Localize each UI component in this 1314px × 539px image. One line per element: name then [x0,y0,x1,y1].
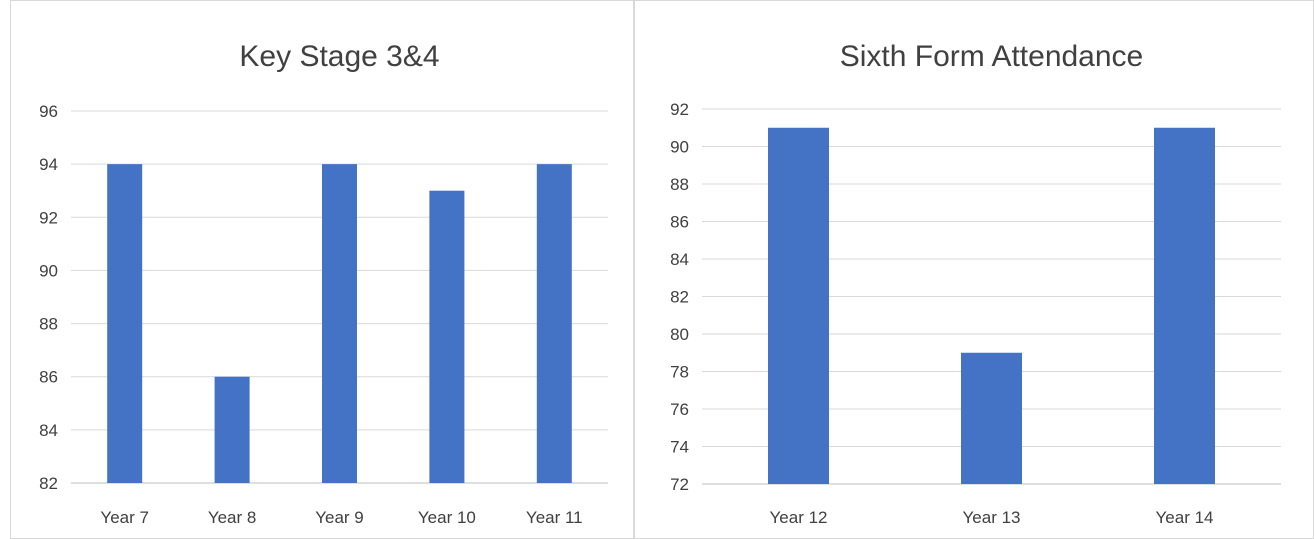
sixth-form-x-category-label: Year 13 [963,508,1021,527]
sixth-form-y-tick-label: 88 [670,175,689,194]
key-stage-x-category-label: Year 11 [526,508,583,527]
key-stage-bar [322,164,357,483]
sixth-form-chart-title: Sixth Form Attendance [840,40,1144,73]
key-stage-bar [536,164,572,483]
sixth-form-y-tick-label: 76 [670,400,689,419]
key-stage-chart: Key Stage 3&4 82 84 86 88 90 92 94 96 Year 7 Year … [10,0,634,539]
key-stage-y-tick-label: 86 [39,368,58,387]
sixth-form-bar [1154,127,1215,484]
sixth-form-y-tick-label: 78 [670,363,689,382]
key-stage-y-tick-label: 84 [39,421,58,440]
sixth-form-y-tick-label: 82 [670,288,689,307]
key-stage-chart-title: Key Stage 3&4 [239,40,439,73]
key-stage-y-tick-label: 92 [39,208,58,227]
sixth-form-y-tick-label: 74 [670,438,689,457]
sixth-form-bar [768,127,829,484]
key-stage-x-category-label: Year 8 [208,508,257,527]
sixth-form-x-category-label: Year 12 [770,508,828,527]
key-stage-y-tick-label: 96 [39,102,58,121]
key-stage-y-tick-label: 82 [39,474,58,493]
key-stage-y-tick-label: 94 [39,155,58,174]
sixth-form-y-tick-label: 86 [670,213,689,232]
key-stage-y-tick-label: 90 [39,261,58,280]
key-stage-y-tick-label: 88 [39,315,58,334]
sixth-form-chart: Sixth Form Attendance 72 74 76 78 80 82 84 86 88 9… [634,0,1314,539]
sixth-form-y-tick-label: 84 [670,250,689,269]
key-stage-bar [429,190,465,483]
key-stage-x-category-label: Year 10 [418,508,476,527]
key-stage-x-category-label: Year 7 [100,508,149,527]
sixth-form-y-tick-label: 80 [670,325,689,344]
key-stage-chart-svg: Key Stage 3&4 82 84 86 88 90 92 94 96 Year 7 Year … [39,40,608,527]
sixth-form-y-tick-label: 90 [670,138,689,157]
key-stage-x-category-label: Year 9 [315,508,364,527]
key-stage-bar [214,376,250,483]
sixth-form-y-tick-label: 72 [670,475,689,494]
sixth-form-y-tick-label: 92 [670,100,689,119]
sixth-form-x-category-label: Year 14 [1156,508,1214,527]
sixth-form-bar [961,352,1022,484]
key-stage-bar [107,164,143,483]
sixth-form-chart-svg: Sixth Form Attendance 72 74 76 78 80 82 84 86 88 9… [670,40,1281,527]
